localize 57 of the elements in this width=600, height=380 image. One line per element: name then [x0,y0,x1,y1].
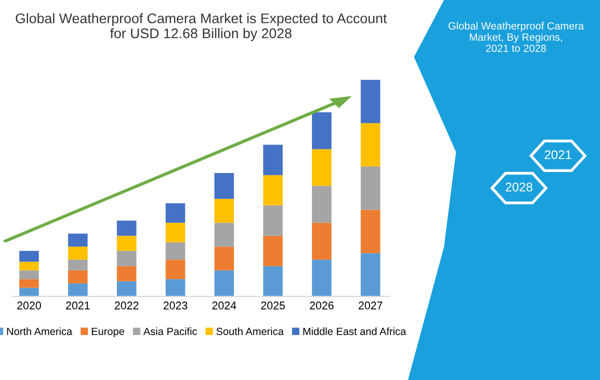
bar [263,175,283,206]
bar [214,198,234,223]
x-tick-label: 2021 [66,302,90,310]
x-tick-label: 2024 [212,302,236,310]
bar [263,236,283,266]
chart-title: Global Weatherproof Camera Market is Expected to Account for USD 12.68 Billion by 2028 [16,13,387,42]
x-tick-label: 2027 [358,302,382,310]
bar [68,270,88,284]
bar [68,234,88,247]
text: Global Weatherproof Camera Market, By Regions, 2021 to 2028 [448,22,584,52]
x-tick-label: 2025 [261,302,285,310]
bar [19,270,39,280]
x-tick-label: 2026 [310,302,334,310]
x-tick-label: 2022 [114,302,138,310]
legend-label: North America [7,327,72,336]
bar [312,149,332,186]
bar [214,246,234,270]
legend-label: Asia Pacific [143,327,197,336]
bar [68,283,88,296]
legend-label: South America [216,327,284,336]
bar [166,222,186,242]
bar [263,205,283,236]
legend-label: Europe [92,328,124,338]
bar [360,253,380,296]
bar [312,222,332,260]
bar [68,260,88,270]
bar [68,246,88,260]
bar [19,250,39,262]
text: 2021 [544,150,572,160]
bar [19,262,39,270]
bar [360,210,380,254]
bar [214,270,234,296]
bar [360,123,380,166]
bar [360,166,380,210]
bar [263,266,283,296]
bar [166,260,186,280]
text: 2028 [506,182,532,192]
bar [166,242,186,260]
bar [116,266,136,282]
bar [214,222,234,247]
x-tick-label: 2023 [164,302,188,310]
bar [19,279,39,288]
bar [214,172,234,199]
bar [116,236,136,251]
bar [116,250,136,266]
bar [360,80,380,124]
legend-label: Middle East and Africa [303,327,406,336]
bar [312,112,332,150]
x-tick-label: 2020 [17,302,41,310]
bar [312,186,332,223]
bar [312,260,332,296]
bar [166,279,186,296]
bar [166,203,186,223]
bar [116,281,136,296]
bar [116,220,136,236]
bar [263,144,283,176]
bar [19,288,39,296]
